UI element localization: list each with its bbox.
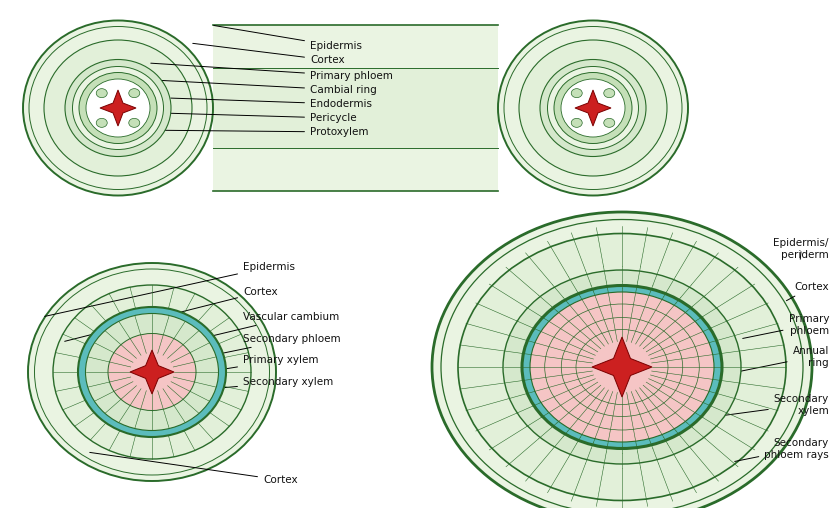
Ellipse shape bbox=[23, 20, 213, 196]
Ellipse shape bbox=[129, 118, 140, 128]
Ellipse shape bbox=[28, 263, 276, 481]
Ellipse shape bbox=[604, 89, 615, 98]
Ellipse shape bbox=[86, 79, 150, 137]
Polygon shape bbox=[130, 350, 174, 394]
Polygon shape bbox=[575, 90, 611, 126]
Ellipse shape bbox=[571, 89, 583, 98]
Text: Vascular cambium: Vascular cambium bbox=[85, 312, 339, 366]
Ellipse shape bbox=[432, 212, 812, 508]
Ellipse shape bbox=[44, 40, 192, 176]
Ellipse shape bbox=[458, 234, 786, 500]
Ellipse shape bbox=[530, 292, 714, 442]
Text: Annual
ring: Annual ring bbox=[715, 346, 829, 376]
Ellipse shape bbox=[548, 67, 638, 149]
Text: Cambial ring: Cambial ring bbox=[155, 80, 376, 95]
Ellipse shape bbox=[554, 73, 632, 143]
Ellipse shape bbox=[129, 89, 140, 98]
Ellipse shape bbox=[96, 118, 107, 128]
Text: Cortex: Cortex bbox=[65, 287, 278, 341]
Ellipse shape bbox=[561, 79, 625, 137]
Text: Primary
phloem: Primary phloem bbox=[743, 314, 829, 338]
Ellipse shape bbox=[604, 118, 615, 128]
Text: Primary phloem: Primary phloem bbox=[150, 63, 393, 81]
Polygon shape bbox=[100, 90, 136, 126]
Ellipse shape bbox=[503, 270, 741, 464]
Text: Secondary phloem: Secondary phloem bbox=[95, 334, 341, 379]
Text: Epidermis/
periderm: Epidermis/ periderm bbox=[774, 238, 829, 260]
Ellipse shape bbox=[571, 118, 583, 128]
Text: Cortex: Cortex bbox=[90, 453, 297, 485]
Ellipse shape bbox=[540, 59, 646, 156]
Ellipse shape bbox=[79, 73, 157, 143]
Text: Secondary
xylem: Secondary xylem bbox=[715, 394, 829, 417]
Ellipse shape bbox=[108, 333, 196, 410]
Polygon shape bbox=[592, 337, 652, 397]
Ellipse shape bbox=[522, 285, 722, 449]
Ellipse shape bbox=[53, 285, 251, 459]
Text: Primary xylem: Primary xylem bbox=[115, 355, 318, 387]
Text: Endodermis: Endodermis bbox=[171, 98, 372, 109]
Text: Pericycle: Pericycle bbox=[164, 113, 356, 123]
Text: Secondary
phloem rays: Secondary phloem rays bbox=[735, 438, 829, 461]
Text: Cortex: Cortex bbox=[786, 282, 829, 301]
Text: Cortex: Cortex bbox=[193, 43, 345, 65]
Ellipse shape bbox=[96, 89, 107, 98]
Text: Epidermis: Epidermis bbox=[214, 25, 362, 51]
Text: Epidermis: Epidermis bbox=[45, 262, 295, 316]
Ellipse shape bbox=[78, 307, 226, 437]
Ellipse shape bbox=[519, 40, 667, 176]
Ellipse shape bbox=[72, 67, 164, 149]
Ellipse shape bbox=[86, 313, 219, 430]
Text: Secondary xylem: Secondary xylem bbox=[120, 377, 333, 397]
Ellipse shape bbox=[498, 20, 688, 196]
Text: Protoxylem: Protoxylem bbox=[135, 127, 368, 137]
Polygon shape bbox=[213, 68, 498, 148]
Polygon shape bbox=[213, 25, 498, 191]
Ellipse shape bbox=[65, 59, 171, 156]
